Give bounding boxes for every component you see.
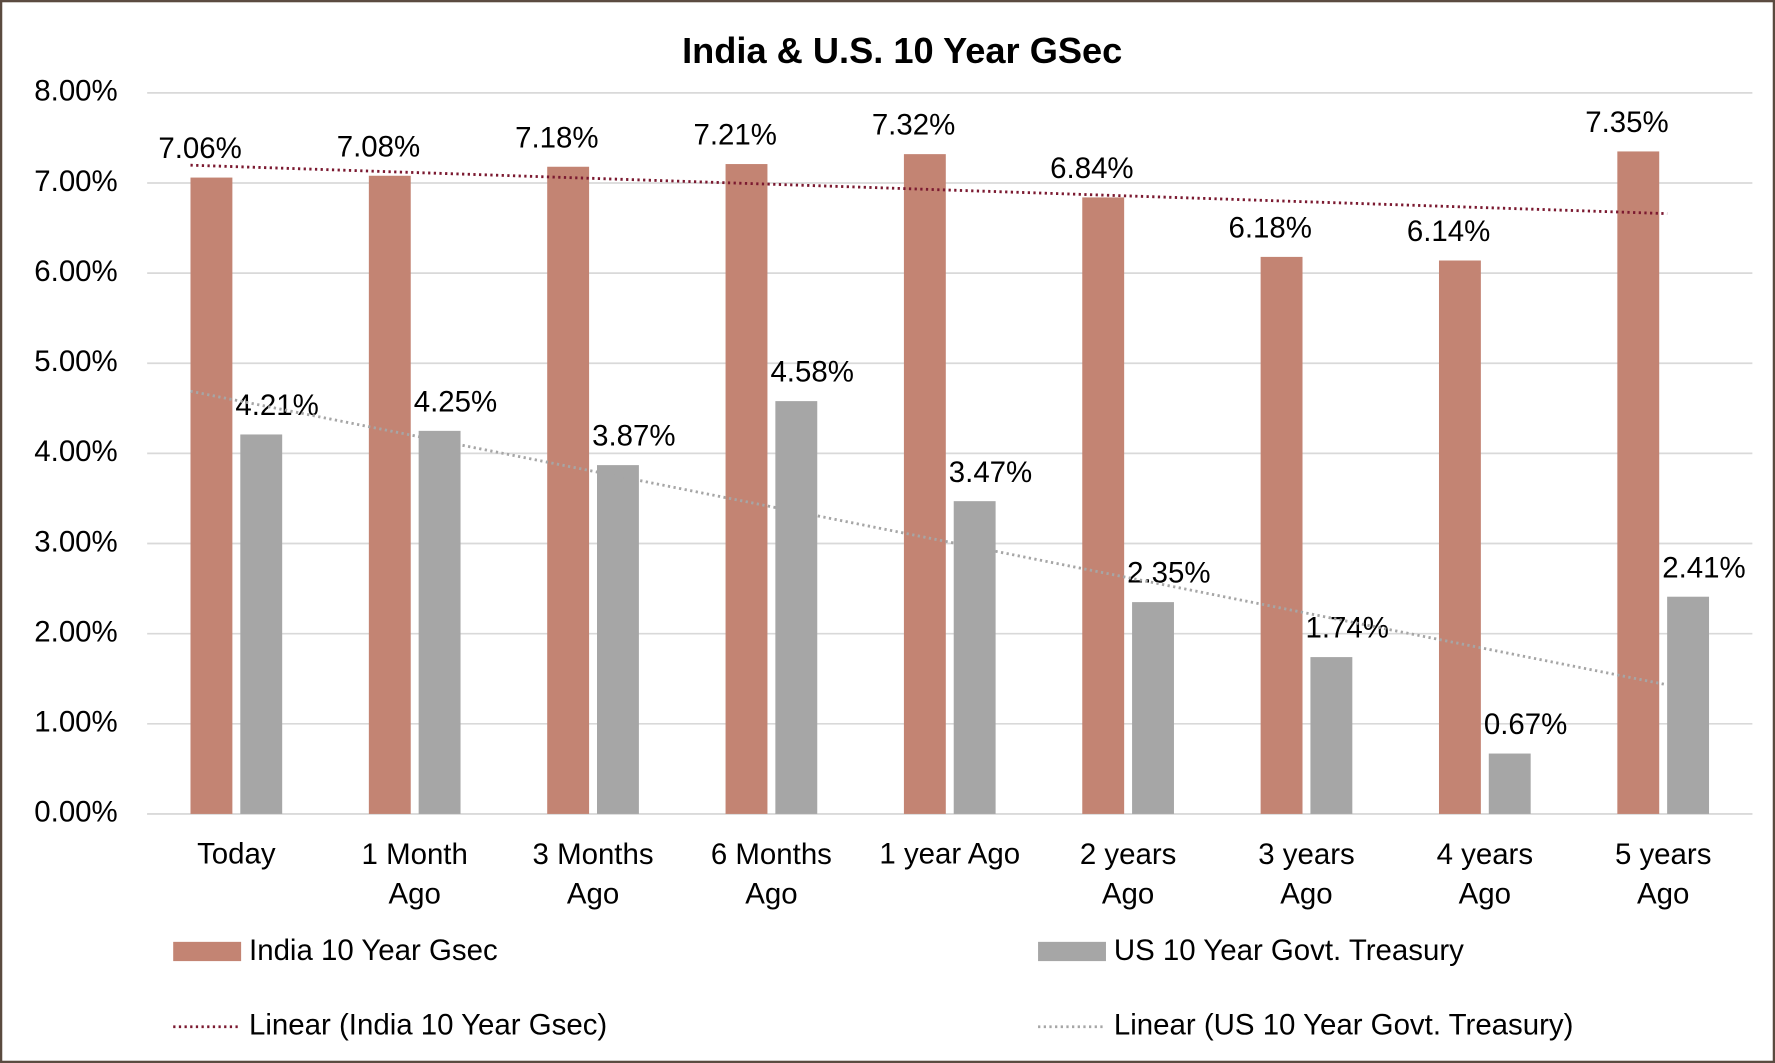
bar	[1617, 151, 1660, 814]
legend-swatch	[1038, 941, 1106, 962]
bar	[368, 175, 411, 814]
legend-label: Linear (US 10 Year Govt. Treasury)	[1114, 1009, 1574, 1042]
data-label: 7.06%	[158, 132, 241, 165]
legend-swatch	[173, 941, 242, 962]
data-label: 2.35%	[1127, 557, 1210, 590]
y-tick-label: 4.00%	[34, 435, 117, 468]
y-tick-label: 6.00%	[34, 255, 117, 288]
x-tick-label: 3 years Ago	[1258, 838, 1354, 911]
bar	[1310, 657, 1353, 814]
data-label: 6.84%	[1050, 152, 1133, 185]
data-label: 4.58%	[770, 356, 853, 389]
data-label: 6.14%	[1407, 215, 1490, 248]
bar	[597, 465, 639, 814]
x-tick-label: 6 Months Ago	[711, 838, 832, 911]
x-tick-label: Today	[197, 838, 276, 871]
x-tick-label: 3 Months Ago	[533, 838, 654, 911]
y-tick-label: 7.00%	[34, 165, 117, 198]
bar	[1488, 753, 1531, 814]
bar	[418, 430, 461, 814]
y-tick-label: 3.00%	[34, 525, 117, 558]
legend-label: US 10 Year Govt. Treasury	[1114, 934, 1464, 967]
data-label: 7.18%	[515, 121, 598, 154]
data-label: 3.87%	[592, 420, 675, 453]
bar	[190, 177, 233, 814]
bar	[240, 434, 283, 814]
x-tick-label: 4 years Ago	[1437, 838, 1533, 911]
data-label: 0.67%	[1484, 708, 1567, 741]
bar	[1132, 602, 1174, 814]
y-tick-label: 1.00%	[34, 706, 117, 739]
bar	[1667, 596, 1710, 814]
chart-title: India & U.S. 10 Year GSec	[682, 30, 1122, 71]
data-label: 7.21%	[693, 119, 776, 152]
bar	[953, 501, 996, 814]
data-label: 3.47%	[949, 456, 1032, 489]
x-tick-label: 1 year Ago	[879, 838, 1020, 871]
data-label: 7.32%	[872, 109, 955, 142]
bar	[547, 166, 590, 814]
y-tick-label: 5.00%	[34, 345, 117, 378]
y-tick-label: 2.00%	[34, 615, 117, 648]
data-label: 7.08%	[337, 130, 420, 163]
data-label: 4.25%	[414, 385, 497, 418]
data-label: 7.35%	[1585, 106, 1668, 139]
bar	[1082, 197, 1125, 814]
x-tick-label: 2 years Ago	[1080, 838, 1176, 911]
data-label: 6.18%	[1229, 212, 1312, 245]
data-label: 4.21%	[235, 389, 318, 422]
legend-label: India 10 Year Gsec	[249, 934, 498, 967]
bar	[903, 154, 946, 814]
bar	[1260, 256, 1303, 814]
trendline	[190, 389, 1668, 687]
bar	[1438, 260, 1481, 814]
data-label: 1.74%	[1306, 612, 1389, 645]
x-tick-label: 5 years Ago	[1615, 838, 1711, 911]
y-tick-label: 0.00%	[34, 796, 117, 829]
bar	[725, 164, 768, 814]
data-label: 2.41%	[1662, 551, 1745, 584]
x-tick-label: 1 Month Ago	[362, 838, 468, 911]
legend-label: Linear (India 10 Year Gsec)	[249, 1009, 607, 1042]
bar	[775, 401, 818, 814]
y-tick-label: 8.00%	[34, 75, 117, 108]
